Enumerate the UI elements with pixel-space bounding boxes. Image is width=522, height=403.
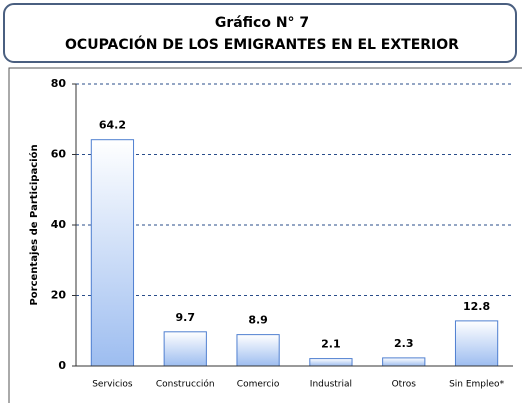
data-label: 64.2 — [99, 119, 126, 132]
x-tick-label: Comercio — [237, 380, 280, 390]
y-tick-label: 60 — [51, 148, 67, 161]
x-tick-label: Construcción — [156, 379, 215, 390]
bar — [454, 320, 499, 367]
x-tick-label: Sin Empleo* — [449, 380, 504, 390]
y-tick-label: 40 — [51, 218, 67, 231]
data-label: 2.1 — [321, 338, 341, 351]
panel-frame — [8, 67, 522, 403]
bar — [90, 139, 135, 367]
data-label: 9.7 — [176, 311, 196, 324]
title-box — [3, 3, 517, 63]
x-tick-label: Otros — [392, 380, 417, 390]
data-label: 2.3 — [394, 337, 414, 350]
data-label: 8.9 — [248, 314, 268, 327]
y-axis-label: Porcentajes de Participación — [28, 144, 40, 305]
y-tick-label: 0 — [58, 359, 66, 372]
chart-subtitle: OCUPACIÓN DE LOS EMIGRANTES EN EL EXTERI… — [65, 35, 459, 53]
bar — [309, 358, 353, 367]
chart-title: Gráfico N° 7 — [215, 15, 309, 31]
bar — [236, 334, 280, 367]
bar — [163, 331, 207, 367]
x-tick-label: Servicios — [92, 380, 133, 390]
data-label: 12.8 — [463, 300, 490, 313]
x-tick-label: Industrial — [310, 380, 352, 390]
y-tick-label: 20 — [51, 289, 67, 302]
y-tick-label: 80 — [51, 77, 67, 90]
bar — [382, 357, 426, 367]
